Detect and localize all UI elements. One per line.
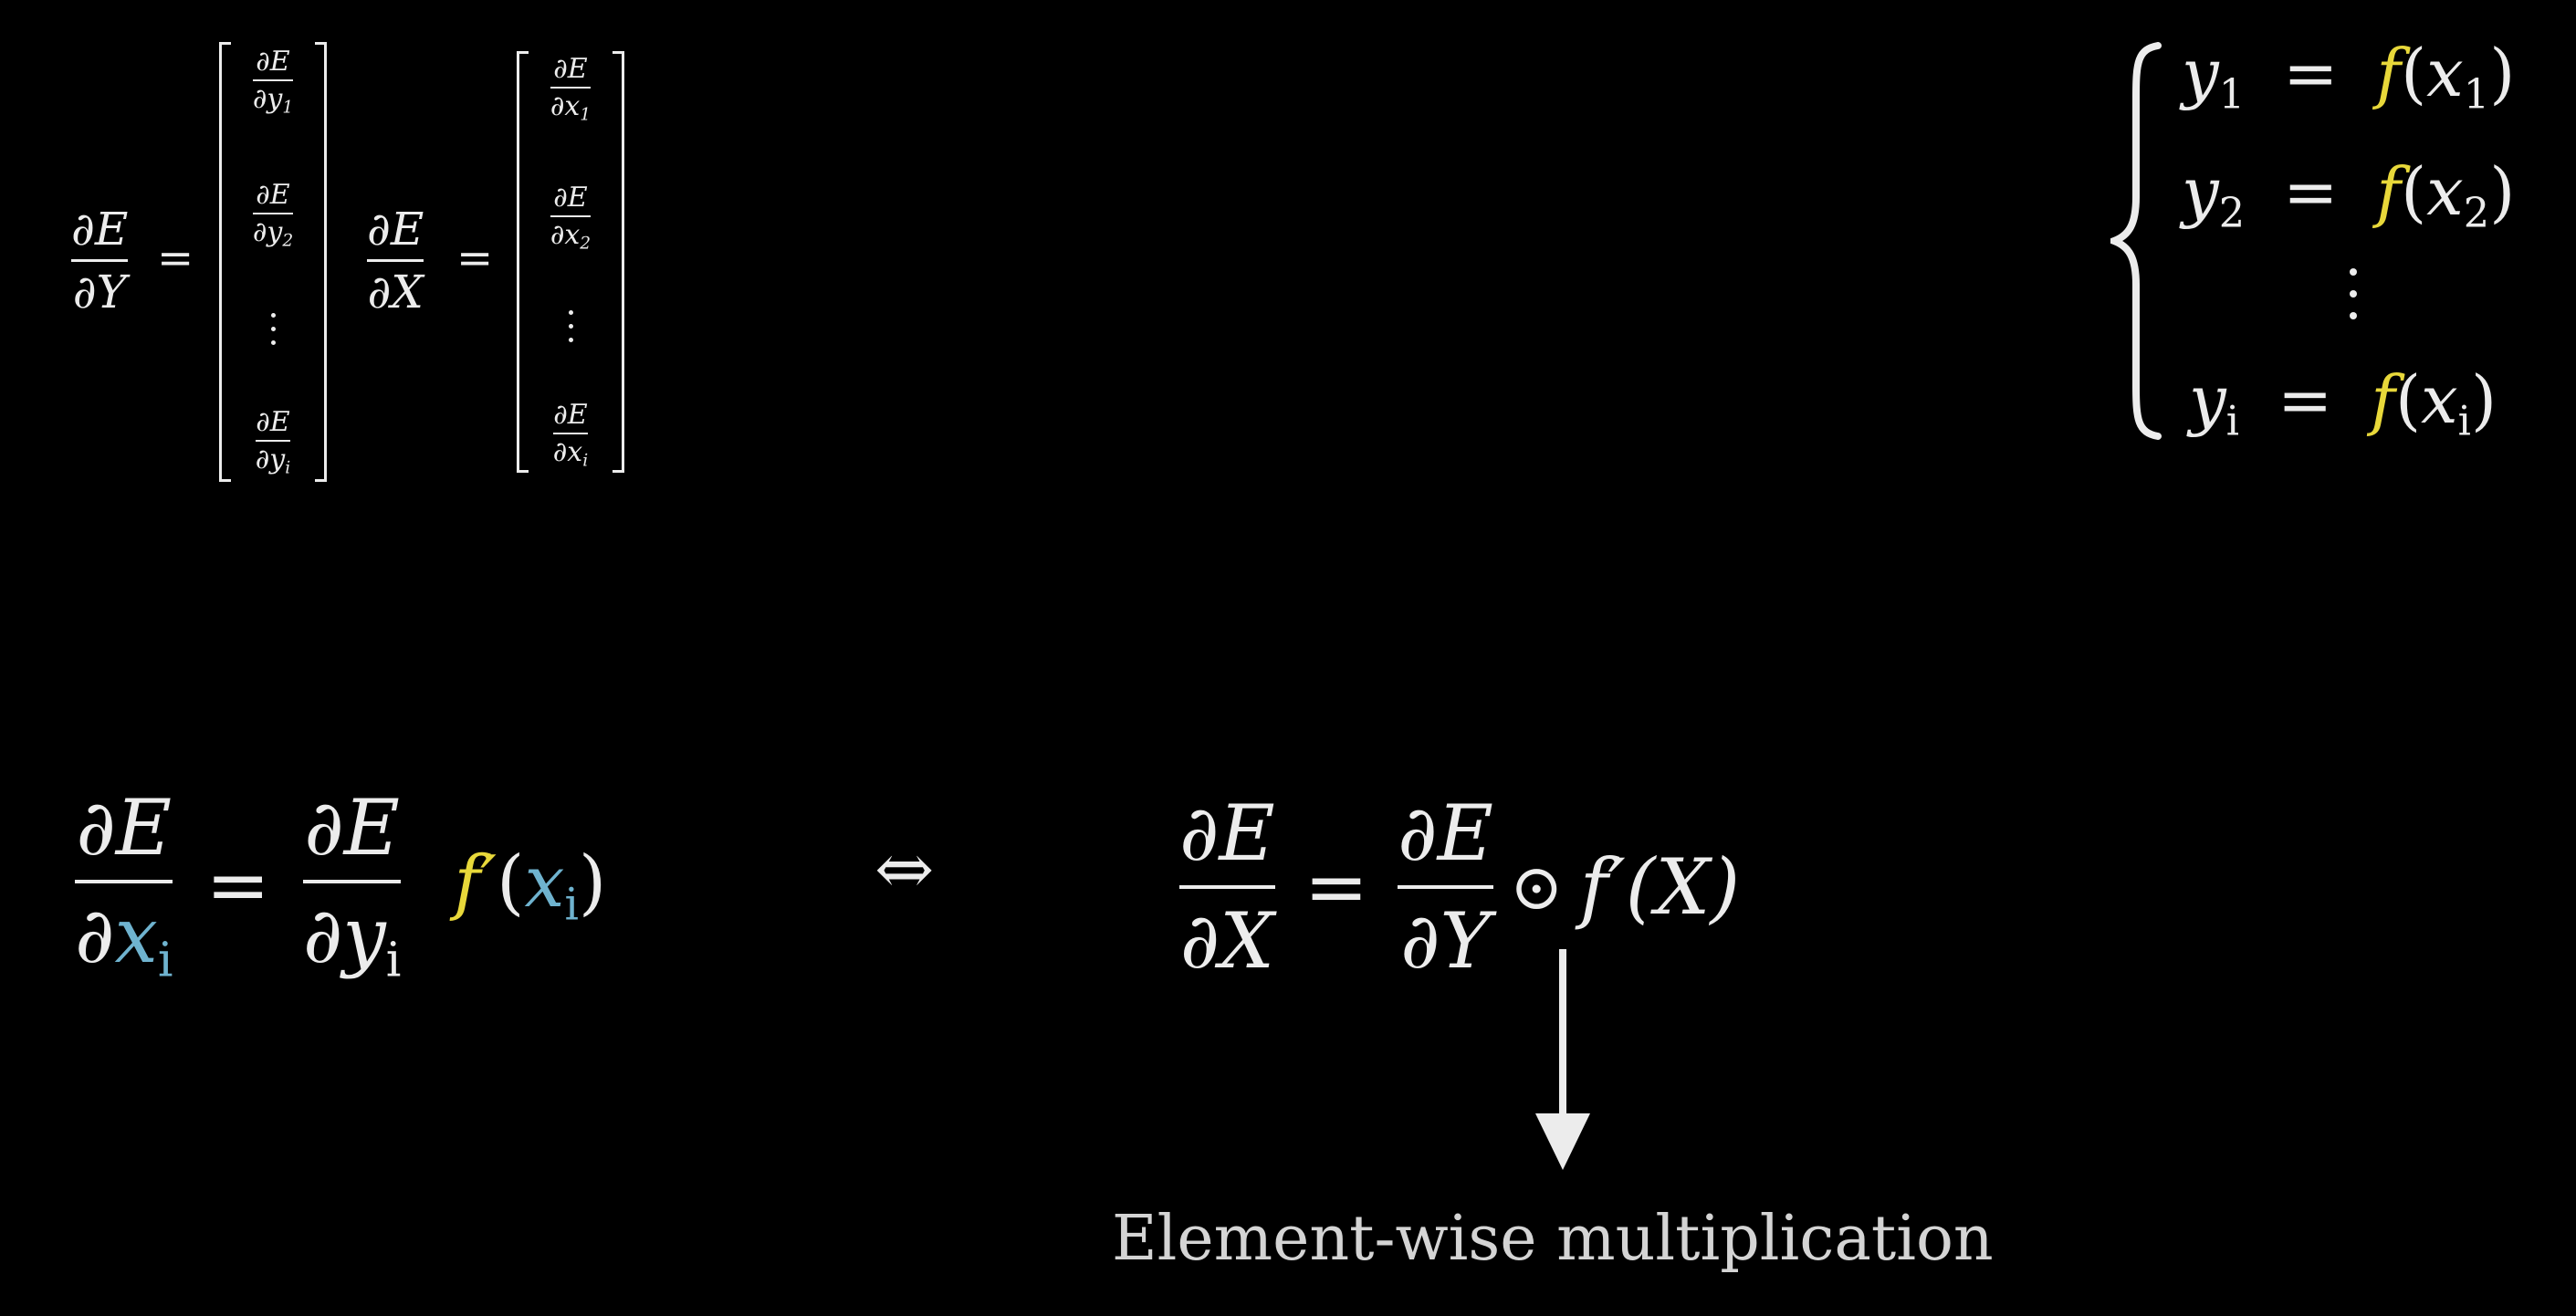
dEdX-label: ∂E ∂X (367, 203, 424, 319)
down-arrow-shaft (1559, 949, 1566, 1123)
matrix-eq-rhs-fraction: ∂E ∂Y (1398, 789, 1493, 986)
elementwise-rhs-fraction: ∂E ∂yi (302, 783, 402, 988)
elementwise-lhs: ∂E ∂xi (75, 783, 173, 988)
elementwise-equation: ∂E ∂xi = ∂E ∂yi f′(xi) (75, 783, 606, 988)
dEdY-vdots (270, 312, 276, 345)
dEdX-entry-2: ∂E ∂x2 (550, 182, 592, 254)
hadamard-operator: ⊙ (1509, 850, 1564, 924)
matrix-eq-derivative: f′(X) (1579, 842, 1741, 932)
cases-brace-icon (2110, 42, 2162, 440)
dEdY-numerator: ∂E (71, 203, 129, 256)
dEdY-entry-i: ∂E ∂yi (255, 406, 291, 478)
dEdY-equals: = (157, 233, 194, 284)
matrix-equation: ∂E ∂X = ∂E ∂Y ⊙ f′(X) (1179, 789, 1740, 986)
dEdX-entry-i: ∂E ∂xi (552, 399, 589, 471)
elementwise-equals: = (205, 841, 270, 931)
cases-vdots (2350, 268, 2357, 319)
dEdX-denominator: ∂X (367, 266, 424, 319)
dEdX-entry-1: ∂E ∂x1 (550, 53, 592, 125)
elementwise-caption: Element-wise multiplication (1112, 1203, 1994, 1275)
dEdY-label: ∂E ∂Y (71, 203, 129, 319)
case-row-i: yi = f(xi) (2189, 361, 2497, 445)
case-row-2: y2 = f(x2) (2182, 153, 2516, 237)
case-row-1: y1 = f(x1) (2182, 35, 2516, 119)
dEdX-vdots (568, 310, 573, 342)
dEdY-entry-2: ∂E ∂y2 (252, 179, 294, 251)
matrix-eq-equals: = (1304, 842, 1369, 932)
elementwise-derivative: f′(xi) (454, 841, 607, 931)
iff-symbol: ⇔ (874, 829, 935, 911)
down-arrow-icon (1535, 1113, 1590, 1170)
matrix-eq-lhs: ∂E ∂X (1179, 789, 1275, 986)
dEdY-column-vector: ∂E ∂y1 ∂E ∂y2 ∂E ∂yi (219, 42, 327, 482)
dEdY-entry-1: ∂E ∂y1 (252, 46, 294, 118)
dEdX-numerator: ∂E (367, 203, 424, 256)
dEdX-equals: = (456, 233, 494, 284)
dEdX-column-vector: ∂E ∂x1 ∂E ∂x2 ∂E ∂xi (517, 51, 624, 473)
dEdY-denominator: ∂Y (72, 266, 127, 319)
